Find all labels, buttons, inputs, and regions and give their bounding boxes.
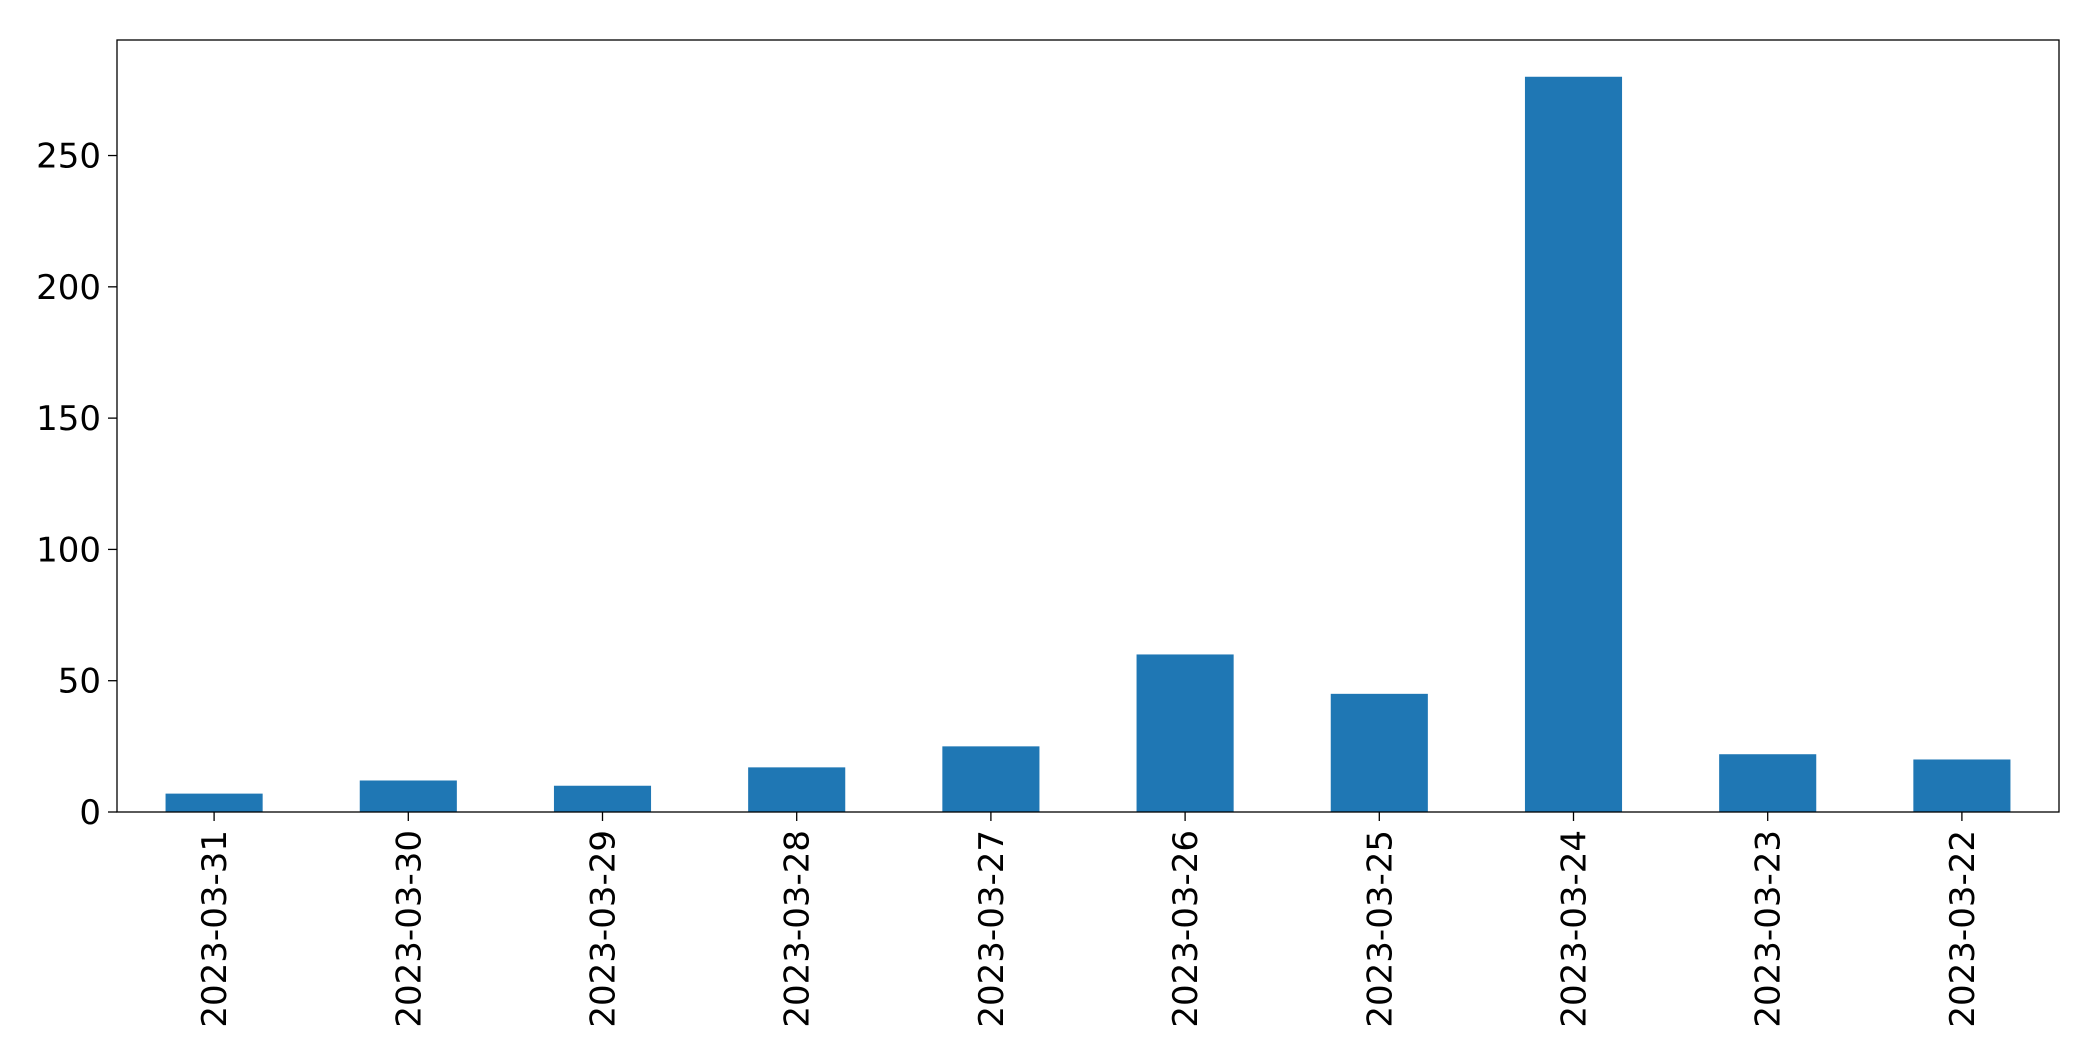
bar-2023-03-27 (942, 746, 1040, 812)
x-tick-label: 2023-03-23 (1749, 830, 1789, 1028)
x-tick-label: 2023-03-27 (972, 830, 1012, 1028)
bar-2023-03-25 (1330, 693, 1428, 812)
bar-2023-03-28 (748, 767, 846, 812)
x-tick-label: 2023-03-22 (1943, 830, 1983, 1028)
x-tick-label: 2023-03-30 (389, 830, 429, 1028)
x-tick-label: 2023-03-25 (1360, 830, 1400, 1028)
bar-2023-03-22 (1913, 759, 2011, 812)
bar-2023-03-31 (165, 793, 263, 812)
y-tick-label: 0 (79, 793, 101, 833)
bar-2023-03-29 (553, 785, 652, 812)
y-axis: 0 50 100 150 200 250 (36, 137, 117, 833)
bar-2023-03-30 (359, 780, 457, 812)
y-tick-label: 150 (36, 399, 101, 439)
x-axis: 2023-03-31 2023-03-30 2023-03-29 2023-03-28… (195, 812, 1983, 1028)
y-tick-label: 50 (58, 662, 101, 702)
y-tick-label: 200 (36, 268, 101, 308)
x-tick-label: 2023-03-29 (584, 830, 624, 1028)
y-tick-label: 100 (36, 530, 101, 570)
bars-layer (165, 76, 2011, 812)
plot-frame (116, 39, 2060, 813)
bar-2023-03-23 (1719, 754, 1817, 812)
x-tick-label: 2023-03-24 (1555, 830, 1595, 1028)
x-tick-label: 2023-03-28 (778, 830, 818, 1028)
bar-2023-03-26 (1136, 654, 1234, 812)
y-tick-label: 250 (36, 137, 101, 177)
x-tick-label: 2023-03-26 (1166, 830, 1206, 1028)
x-tick-label: 2023-03-31 (195, 830, 235, 1028)
bar-2023-03-24 (1524, 76, 1623, 812)
